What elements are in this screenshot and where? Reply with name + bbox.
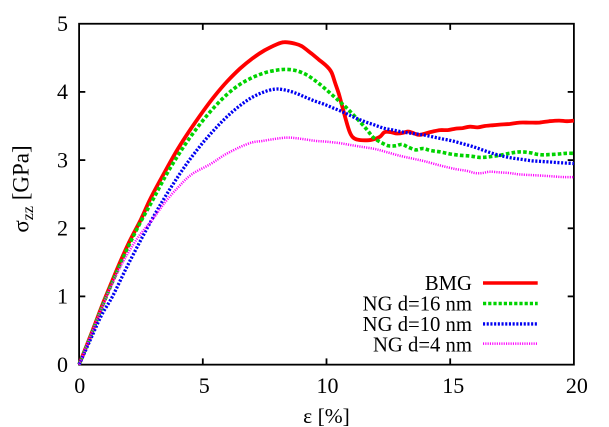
svg-text:4: 4 bbox=[57, 79, 68, 104]
svg-text:ε [%]: ε [%] bbox=[303, 404, 350, 427]
svg-text:5: 5 bbox=[199, 373, 210, 398]
svg-text:BMG: BMG bbox=[425, 273, 472, 295]
svg-text:5: 5 bbox=[57, 11, 68, 36]
svg-text:NG d=4 nm: NG d=4 nm bbox=[373, 334, 472, 356]
svg-text:0: 0 bbox=[57, 352, 68, 377]
svg-text:3: 3 bbox=[57, 147, 68, 172]
svg-text:15: 15 bbox=[442, 373, 464, 398]
svg-text:1: 1 bbox=[57, 284, 68, 309]
svg-text:0: 0 bbox=[74, 373, 85, 398]
svg-text:10: 10 bbox=[317, 373, 339, 398]
svg-text:20: 20 bbox=[566, 373, 588, 398]
svg-text:NG d=16 nm: NG d=16 nm bbox=[363, 294, 472, 316]
svg-text:2: 2 bbox=[57, 216, 68, 241]
svg-text:NG d=10 nm: NG d=10 nm bbox=[363, 314, 472, 336]
